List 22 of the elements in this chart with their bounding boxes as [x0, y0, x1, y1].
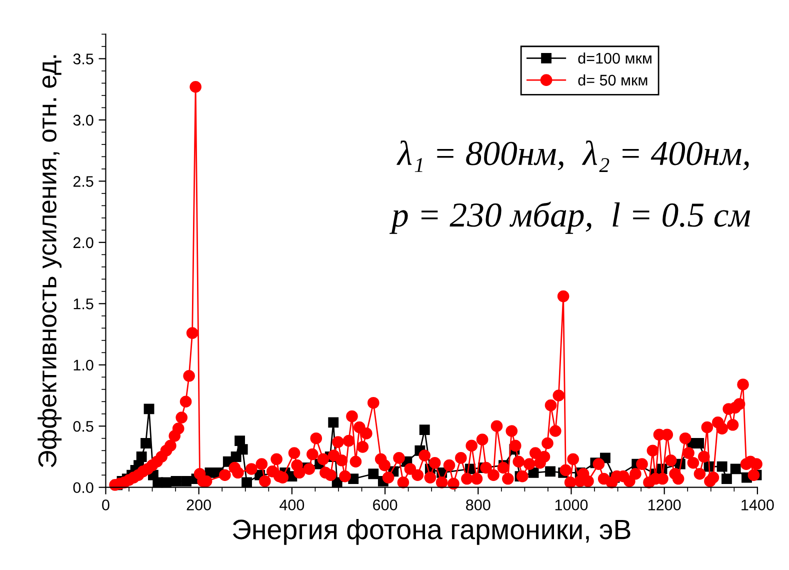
x-tick-label: 1400	[742, 500, 774, 510]
y-axis-title: Эффективность усиления, отн. ед.	[38, 55, 62, 468]
y-tick-label: 2.5	[73, 176, 94, 187]
y-tick-label: 2.0	[73, 237, 94, 248]
y-tick-label: 3.0	[73, 114, 94, 126]
x-tick-label: 400	[280, 500, 304, 510]
x-axis-title: Энергия фотона гармоники, эВ	[232, 518, 630, 545]
legend-label: d=100 мкм	[578, 52, 652, 64]
annotation: p = 230 мбар, l = 0.5 см	[389, 202, 750, 234]
x-tick-label: 1000	[555, 500, 588, 510]
y-tick-label: 0.0	[73, 482, 94, 494]
y-tick-label: 0.5	[73, 420, 94, 432]
x-tick-label: 0	[102, 500, 110, 510]
y-tick-label: 1.0	[74, 360, 94, 371]
x-tick-label: 600	[373, 500, 398, 510]
legend-label: d= 50 мкм	[578, 74, 648, 86]
annotation: λ₁ = 800нм, λ₂ = 400нм,	[396, 140, 749, 172]
x-tick-label: 1200	[648, 500, 681, 510]
x-tick-label: 800	[466, 500, 490, 510]
x-tick-label: 200	[186, 500, 211, 510]
y-tick-label: 3.5	[73, 54, 94, 64]
y-tick-label: 1.5	[74, 298, 94, 310]
